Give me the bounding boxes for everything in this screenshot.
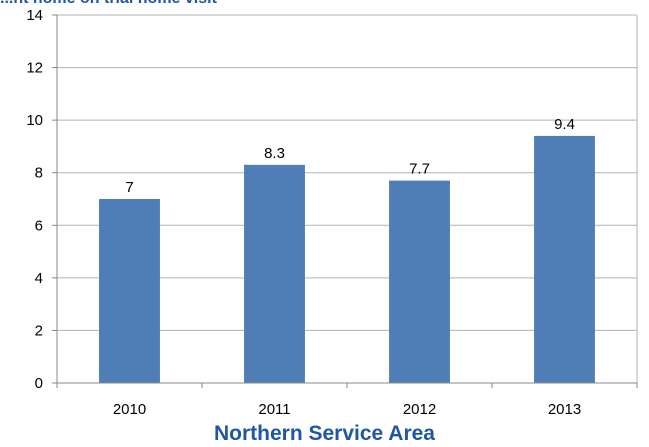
y-tick-labels: 0 2 4 6 8 10 12 14 xyxy=(26,7,43,392)
bar-2013 xyxy=(534,135,595,383)
data-label: 9.4 xyxy=(554,116,575,133)
clipped-title-text: ...nt home on trial home visit xyxy=(0,0,217,8)
bar-2011 xyxy=(244,164,305,383)
bars xyxy=(99,135,595,383)
x-tick-label: 2013 xyxy=(548,401,581,418)
data-label: 7 xyxy=(125,179,133,196)
axes xyxy=(52,14,638,388)
data-label: 7.7 xyxy=(409,161,430,178)
y-tick-label: 0 xyxy=(35,375,43,392)
data-label: 8.3 xyxy=(264,145,285,162)
bar-2012 xyxy=(389,180,450,383)
y-tick-label: 8 xyxy=(35,165,43,182)
y-tick-label: 6 xyxy=(35,217,43,234)
y-tick-label: 2 xyxy=(35,322,43,339)
chart-title: Northern Service Area xyxy=(214,422,435,445)
x-tick-label: 2012 xyxy=(403,401,436,418)
y-tick-label: 14 xyxy=(26,7,43,24)
x-tick-label: 2010 xyxy=(113,401,146,418)
data-labels: 7 8.3 7.7 9.4 xyxy=(125,116,575,196)
y-tick-label: 12 xyxy=(26,60,43,77)
x-tick-label: 2011 xyxy=(258,401,290,418)
bar-2010 xyxy=(99,199,160,383)
x-tick-labels: 2010 2011 2012 2013 xyxy=(113,401,581,418)
y-tick-label: 4 xyxy=(35,270,43,287)
y-tick-label: 10 xyxy=(26,112,43,129)
